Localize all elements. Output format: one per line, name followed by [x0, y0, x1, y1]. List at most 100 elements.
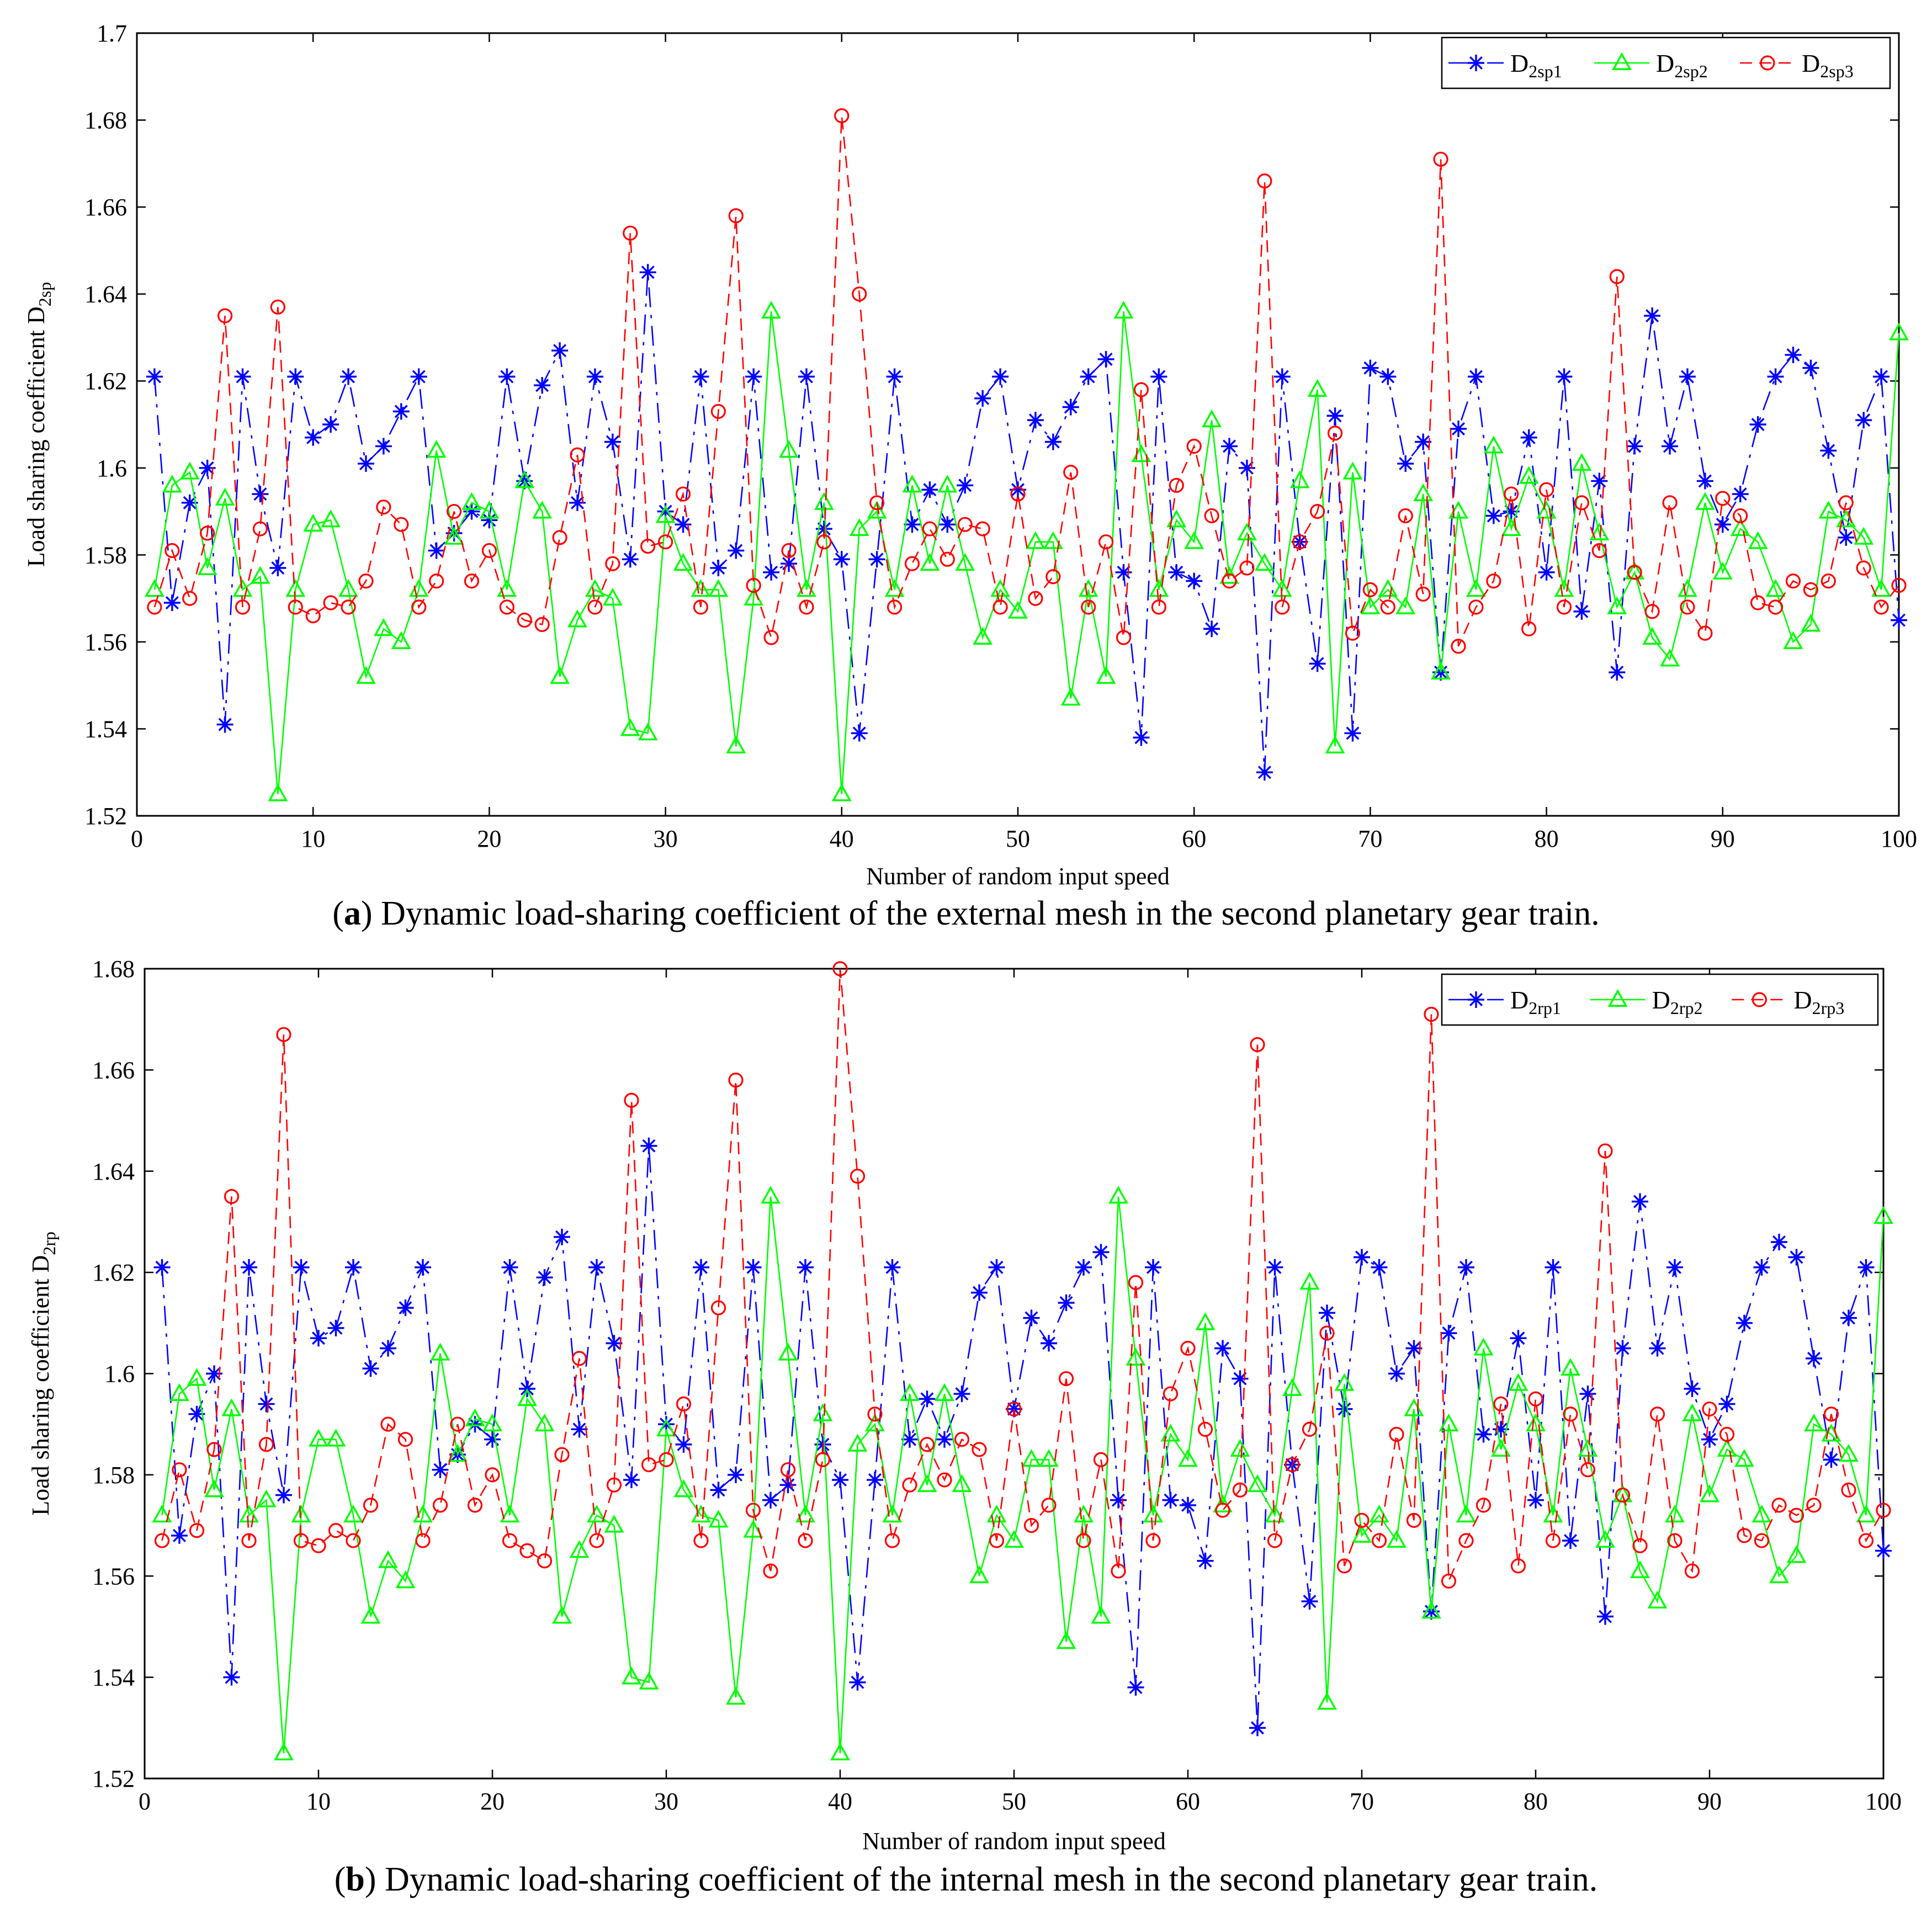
data-point-D2sp3 [710, 403, 726, 419]
data-point-D2sp1 [745, 368, 762, 385]
data-point-D2sp1 [1662, 438, 1679, 455]
data-point-D2rp2 [1074, 1504, 1094, 1523]
data-point-D2rp2 [587, 1504, 607, 1523]
data-point-D2rp3 [919, 1437, 935, 1452]
legend-label-subscript: 2sp3 [1820, 61, 1853, 81]
legend-box [1441, 973, 1879, 1026]
data-point-D2sp1 [1573, 603, 1590, 620]
data-point-D2rp3 [1371, 1533, 1387, 1548]
data-point-D2sp2 [250, 566, 270, 584]
data-point-D2rp3 [1876, 1502, 1891, 1518]
data-point-D2sp1 [1415, 433, 1432, 450]
data-point-D2rp2 [1717, 1438, 1737, 1457]
data-point-D2rp3 [1250, 1037, 1265, 1053]
data-point-D2rp1 [153, 1259, 171, 1276]
legend-label-D2rp2: D2rp2 [1652, 986, 1703, 1018]
data-point-D2sp1 [868, 551, 885, 568]
data-point-D2sp1 [1749, 416, 1766, 433]
data-point-D2sp3 [1627, 565, 1642, 580]
data-point-D2rp2 [1526, 1413, 1546, 1432]
x-tick-label: 90 [1711, 825, 1735, 852]
data-point-D2sp3 [975, 521, 990, 537]
data-point-D2rp2 [761, 1186, 781, 1204]
data-point-D2sp3 [481, 543, 497, 559]
data-point-D2sp1 [1503, 503, 1520, 520]
data-point-D2sp3 [1327, 426, 1343, 441]
data-point-D2rp1 [849, 1674, 866, 1691]
plot-frame [136, 32, 1900, 817]
data-point-D2sp1 [781, 555, 798, 572]
data-point-D2rp2 [274, 1742, 294, 1761]
data-point-D2sp2 [514, 470, 535, 489]
data-point-D2sp1 [904, 516, 921, 533]
data-point-D2sp3 [499, 599, 514, 615]
data-point-D2sp3 [992, 599, 1008, 615]
data-point-D2rp3 [1076, 1533, 1091, 1548]
y-axis-label-subscript: 2sp [35, 282, 55, 306]
data-point-D2rp3 [1006, 1401, 1022, 1417]
data-point-D2rp3 [884, 1533, 900, 1548]
data-point-D2sp2 [1554, 579, 1574, 597]
data-point-D2sp2 [444, 527, 464, 545]
data-point-D2rp3 [763, 1563, 778, 1579]
y-tick-label: 1.56 [92, 1563, 135, 1590]
x-tick-label: 50 [1002, 1788, 1026, 1815]
data-point-D2rp1 [1249, 1719, 1266, 1737]
data-point-D2rp2 [1734, 1449, 1754, 1467]
data-point-D2sp3 [1556, 599, 1572, 615]
data-point-D2sp2 [197, 557, 217, 575]
data-point-D2rp2 [1647, 1590, 1668, 1609]
data-point-D2rp1 [623, 1472, 640, 1489]
data-point-D2rp1 [275, 1486, 292, 1504]
legend-label-D2sp1: D2sp1 [1510, 49, 1562, 81]
data-point-D2sp3 [429, 573, 444, 589]
data-point-D2rp2 [239, 1504, 259, 1523]
data-point-D2sp1 [216, 716, 233, 733]
data-point-D2rp1 [1718, 1395, 1735, 1413]
legend-label-main: D [1510, 49, 1528, 77]
data-point-D2sp1 [921, 481, 938, 498]
data-point-D2sp3 [1345, 625, 1361, 641]
data-point-D2rp1 [953, 1385, 970, 1403]
data-point-D2rp3 [224, 1188, 240, 1204]
y-tick-label: 1.56 [84, 629, 127, 656]
data-point-D2rp1 [1023, 1309, 1040, 1326]
data-point-D2rp3 [311, 1538, 326, 1553]
data-point-D2sp2 [1642, 626, 1663, 645]
data-point-D2sp3 [1838, 495, 1854, 511]
data-point-D2rp3 [798, 1533, 813, 1548]
data-point-D2rp1 [1823, 1451, 1840, 1468]
data-point-D2sp3 [781, 543, 797, 559]
data-point-D2rp2 [169, 1383, 189, 1401]
data-point-D2sp1 [992, 368, 1009, 385]
data-point-D2sp1 [710, 559, 727, 576]
x-tick-label: 100 [1881, 825, 1917, 852]
data-point-D2sp2 [620, 718, 640, 736]
data-point-D2sp2 [1431, 661, 1451, 679]
data-point-D2sp1 [1362, 359, 1379, 376]
data-point-D2rp2 [326, 1429, 346, 1447]
data-point-D2rp1 [1197, 1552, 1214, 1569]
data-point-D2rp1 [1806, 1350, 1822, 1367]
data-point-D2sp3 [1292, 534, 1308, 550]
data-point-D2sp3 [693, 599, 709, 615]
legend-marker-D2sp1 [1468, 55, 1484, 71]
data-point-D2rp1 [466, 1416, 484, 1433]
data-point-D2rp2 [673, 1479, 694, 1498]
data-point-D2rp2 [1160, 1424, 1181, 1442]
legend-marker-D2sp3 [1760, 55, 1775, 71]
data-point-D2rp1 [188, 1405, 205, 1422]
data-point-D2rp3 [867, 1406, 883, 1422]
data-point-D2rp2 [204, 1479, 224, 1498]
data-point-D2sp3 [1750, 595, 1766, 610]
data-point-D2sp1 [1538, 564, 1555, 581]
data-point-D2sp2 [761, 300, 782, 319]
data-point-D2sp2 [461, 492, 482, 510]
data-point-D2sp2 [902, 475, 922, 493]
data-point-D2sp2 [1254, 553, 1275, 571]
data-point-D2sp3 [746, 577, 761, 593]
data-point-D2rp3 [293, 1533, 309, 1548]
data-point-D2rp2 [360, 1606, 381, 1624]
data-point-D2rp1 [223, 1669, 240, 1686]
data-point-D2sp2 [1342, 461, 1363, 480]
